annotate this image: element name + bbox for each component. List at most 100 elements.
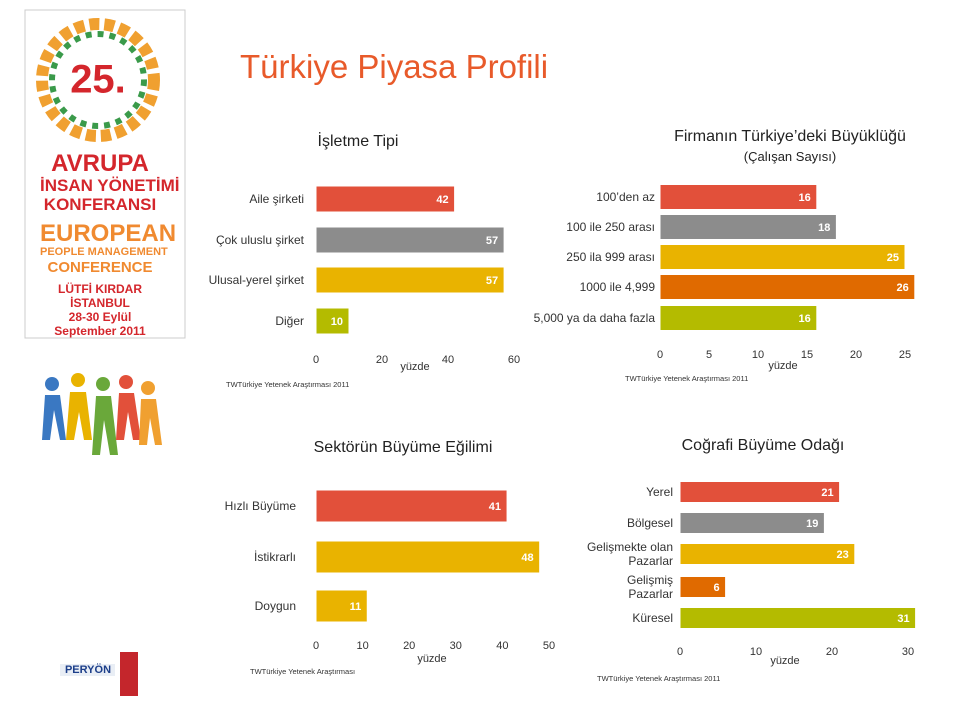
category-label: 250 ila 999 arası <box>566 250 655 264</box>
sidebar-text: İNSAN YÖNETİMİ <box>40 176 180 195</box>
value-label: 57 <box>486 275 498 287</box>
logo-ring-inner <box>49 31 147 129</box>
category-label: Gelişmiş Pazarlar <box>626 573 673 601</box>
bar <box>315 589 368 623</box>
category-label: Doygun <box>254 599 296 613</box>
sidebar-text: KONFERANSI <box>43 195 157 214</box>
x-tick-label: 20 <box>376 354 388 366</box>
x-tick-label: 0 <box>313 354 319 366</box>
value-label: 25 <box>887 252 899 264</box>
category-label: Aile şirketi <box>249 192 304 206</box>
value-label: 42 <box>436 194 448 206</box>
x-axis-label: yüzde <box>417 653 446 665</box>
value-label: 57 <box>486 235 498 247</box>
x-tick-label: 30 <box>450 640 462 652</box>
value-label: 10 <box>331 316 343 328</box>
category-label: Ulusal-yerel şirket <box>208 273 304 287</box>
x-tick-label: 40 <box>442 354 454 366</box>
x-tick-label: 60 <box>508 354 520 366</box>
page-title: Türkiye Piyasa Profili <box>240 48 549 85</box>
sidebar-text: AVRUPA <box>51 150 149 177</box>
x-tick-label: 30 <box>902 646 914 658</box>
chart-title: Coğrafi Büyüme Odağı <box>681 437 845 454</box>
chart-title: Sektörün Büyüme Eğilimi <box>313 439 493 456</box>
sidebar-text: 28-30 Eylül <box>68 310 132 324</box>
x-tick-label: 10 <box>750 646 762 658</box>
value-label: 16 <box>799 313 811 325</box>
chart-subtitle: (Çalışan Sayısı) <box>743 149 837 164</box>
value-label: 6 <box>713 582 719 594</box>
category-label: 100’den az <box>596 190 655 204</box>
category-label: 5,000 ya da daha fazla <box>533 311 655 325</box>
logo-ring <box>36 18 160 142</box>
x-tick-label: 0 <box>313 640 319 652</box>
sidebar-text: LÜTFİ KIRDAR <box>58 282 142 296</box>
x-tick-label: 15 <box>801 349 813 361</box>
x-tick-label: 20 <box>850 349 862 361</box>
x-tick-label: 10 <box>752 349 764 361</box>
x-tick-label: 50 <box>543 640 555 652</box>
category-label: İstikrarlı <box>254 550 296 564</box>
logo-number: 25. <box>70 58 126 102</box>
value-label: 11 <box>350 601 362 613</box>
bar <box>679 607 917 629</box>
category-label: Diğer <box>275 314 304 328</box>
value-label: 16 <box>799 192 811 204</box>
bar <box>659 305 818 331</box>
bar <box>679 481 841 503</box>
figures <box>42 373 162 455</box>
bar <box>679 543 856 565</box>
bar <box>659 184 818 210</box>
chart-title: Firmanın Türkiye’deki Büyüklüğü <box>674 128 906 145</box>
category-label: Çok uluslu şirket <box>215 233 304 247</box>
x-tick-label: 5 <box>706 349 712 361</box>
sidebar-text: İSTANBUL <box>70 296 130 310</box>
category-label: Bölgesel <box>626 516 673 530</box>
bar <box>659 214 837 240</box>
x-tick-label: 40 <box>496 640 508 652</box>
x-tick-label: 10 <box>356 640 368 652</box>
x-tick-label: 20 <box>826 646 838 658</box>
bar <box>679 576 727 598</box>
category-label: Yerel <box>646 485 673 499</box>
sidebar-text: CONFERENCE <box>47 259 153 276</box>
bar <box>659 244 906 270</box>
category-label: Hızlı Büyüme <box>224 499 296 513</box>
bar <box>679 512 825 534</box>
x-axis-label: yüzde <box>770 655 799 667</box>
bar <box>315 185 456 213</box>
sidebar-text: September 2011 <box>54 324 146 338</box>
sidebar-text: PEOPLE MANAGEMENT <box>40 246 168 258</box>
value-label: 19 <box>806 518 818 530</box>
eapm-logo <box>120 652 138 696</box>
source-note: TWTürkiye Yetenek Araştırması 2011 <box>597 674 720 683</box>
source-note: TWTürkiye Yetenek Araştırması 2011 <box>226 380 349 389</box>
category-label: 1000 ile 4,999 <box>579 280 655 294</box>
bar <box>315 489 508 523</box>
bar <box>315 226 505 254</box>
x-tick-label: 0 <box>657 349 663 361</box>
value-label: 26 <box>897 282 909 294</box>
bar <box>659 274 916 300</box>
x-axis-label: yüzde <box>768 360 797 372</box>
bar <box>315 307 350 335</box>
peryon-logo: PERYÖN <box>65 663 111 676</box>
source-note: TWTürkiye Yetenek Araştırması <box>250 667 355 676</box>
x-tick-label: 25 <box>899 349 911 361</box>
value-label: 18 <box>818 222 830 234</box>
sidebar-text: EUROPEAN <box>40 220 177 247</box>
category-label: Gelişmekte olan Pazarlar <box>586 540 673 568</box>
x-axis-label: yüzde <box>400 361 429 373</box>
value-label: 23 <box>837 549 849 561</box>
chart-title: İşletme Tipi <box>317 133 399 150</box>
category-label: Küresel <box>632 611 673 625</box>
category-label: 100 ile 250 arası <box>566 220 655 234</box>
value-label: 48 <box>521 552 533 564</box>
x-tick-label: 0 <box>677 646 683 658</box>
bar <box>315 540 541 574</box>
source-note: TWTürkiye Yetenek Araştırması 2011 <box>625 374 748 383</box>
peryon-logo-bg <box>60 664 115 676</box>
value-label: 21 <box>821 487 833 499</box>
